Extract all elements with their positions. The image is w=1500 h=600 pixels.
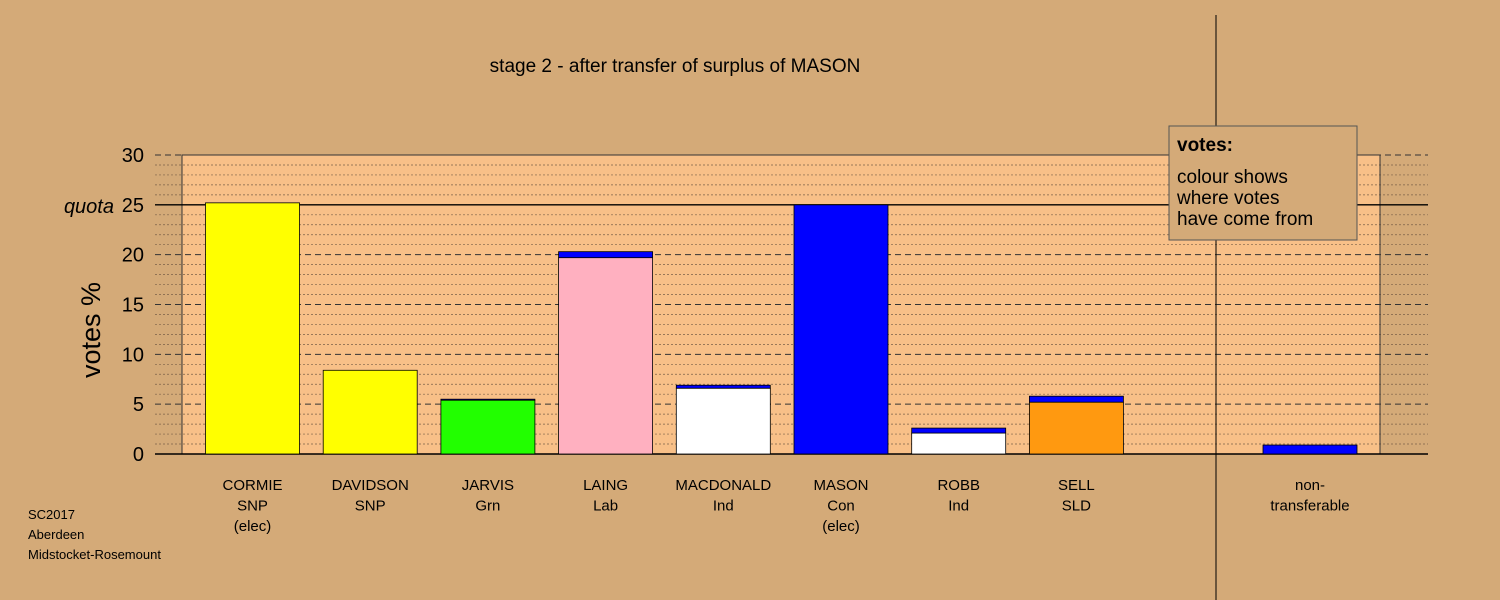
- bar-segment: [675, 384, 771, 389]
- footer-line: SC2017: [28, 507, 75, 522]
- x-tick-label: MACDONALD: [675, 477, 771, 494]
- quota-label: quota: [64, 196, 114, 218]
- footer-line: Midstocket-Rosemount: [28, 547, 161, 562]
- y-tick-label: 10: [122, 344, 144, 366]
- x-tick-label: LAING: [583, 477, 628, 494]
- bar-segment: [675, 387, 771, 455]
- bar-segment: [558, 257, 653, 455]
- chart-title: stage 2 - after transfer of surplus of M…: [490, 56, 861, 77]
- x-tick-label: Con: [827, 498, 855, 515]
- x-tick-label: CORMIE: [223, 477, 283, 494]
- bar-segment: [205, 202, 300, 455]
- y-tick-label: 0: [133, 444, 144, 466]
- y-tick-label: 15: [122, 295, 144, 317]
- x-tick-label: ROBB: [937, 477, 980, 494]
- y-tick-label: 25: [122, 195, 144, 217]
- x-tick-label: MASON: [813, 477, 868, 494]
- legend-line: colour shows: [1177, 167, 1288, 188]
- x-tick-label: Ind: [948, 498, 969, 515]
- legend-line: where votes: [1176, 188, 1279, 209]
- x-tick-label: (elec): [234, 518, 272, 535]
- x-tick-label: SLD: [1062, 498, 1091, 515]
- y-tick-label: 5: [133, 394, 144, 416]
- bar-segment: [793, 204, 889, 455]
- bars: [205, 202, 1358, 455]
- bar-segment: [1262, 444, 1358, 455]
- footer-note: SC2017 Aberdeen Midstocket-Rosemount: [28, 505, 161, 565]
- x-tick-label: Grn: [475, 498, 500, 515]
- x-tick-label: SNP: [355, 498, 386, 515]
- bar-segment: [440, 399, 536, 455]
- legend-line: have come from: [1177, 209, 1313, 230]
- y-axis-label: votes %: [76, 282, 106, 378]
- bar-segment: [911, 427, 1007, 434]
- x-tick-label: JARVIS: [462, 477, 514, 494]
- bar-segment: [1029, 395, 1124, 403]
- bar-segment: [1029, 401, 1124, 455]
- x-tick-label: transferable: [1270, 498, 1349, 515]
- legend: votes: colour shows where votes have com…: [1168, 125, 1358, 241]
- bar-segment: [558, 251, 653, 259]
- footer-line: Aberdeen: [28, 527, 85, 542]
- y-axis: 0 5 10 15 20 25 30: [122, 145, 144, 466]
- x-tick-label: non-: [1295, 477, 1325, 494]
- legend-box: [1168, 125, 1358, 241]
- x-tick-label: SELL: [1058, 477, 1095, 494]
- bar-segment: [322, 369, 418, 455]
- x-tick-label: DAVIDSON: [332, 477, 409, 494]
- x-tick-label: SNP: [237, 498, 268, 515]
- x-tick-label: (elec): [822, 518, 860, 535]
- category-labels: CORMIE SNP (elec) DAVIDSON SNP JARVIS Grn LAING…: [223, 477, 1350, 535]
- bar-segment: [911, 432, 1007, 455]
- y-tick-label: 30: [122, 145, 144, 167]
- bar-segment: [440, 398, 536, 401]
- legend-title: votes:: [1177, 135, 1233, 156]
- x-tick-label: Ind: [713, 498, 734, 515]
- y-tick-label: 20: [122, 245, 144, 267]
- x-tick-label: Lab: [593, 498, 618, 515]
